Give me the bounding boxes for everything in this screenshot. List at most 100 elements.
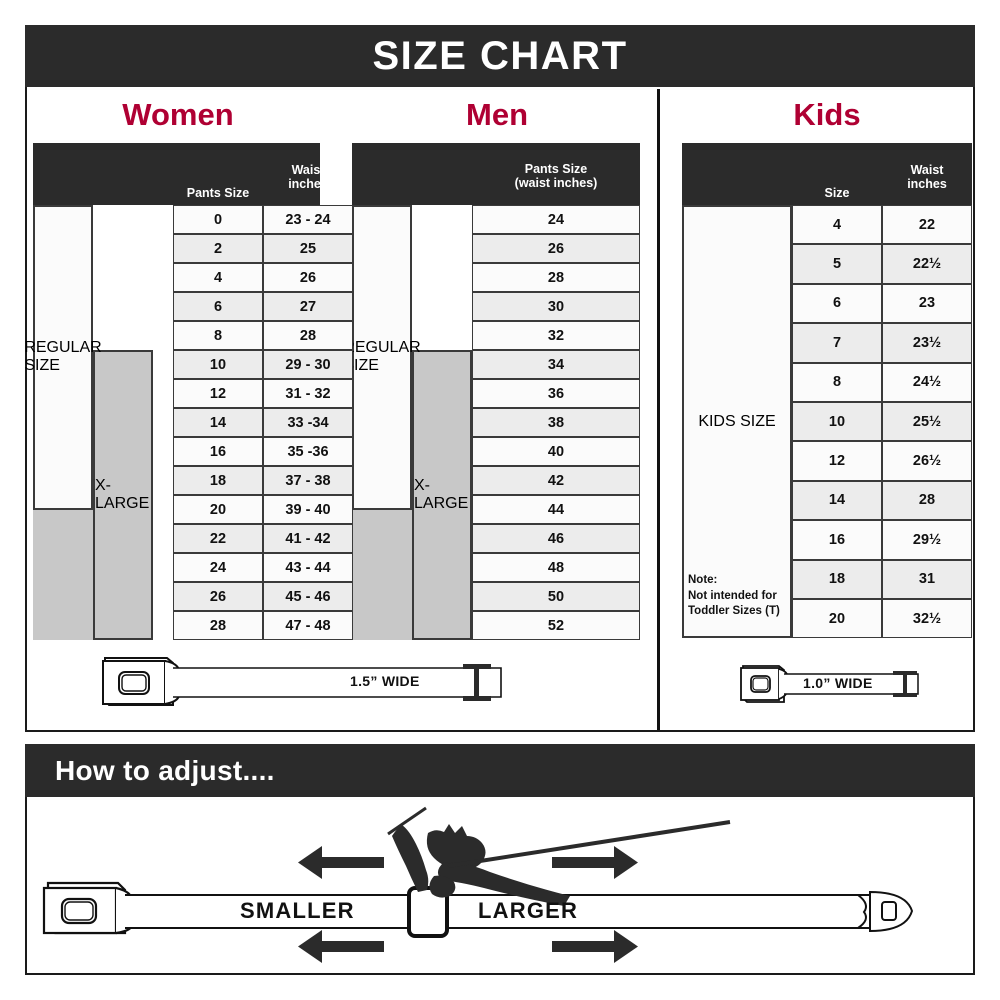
kids-note-line1[interactable]: Note: bbox=[688, 574, 718, 587]
kids-row-waist[interactable]: 25½ bbox=[882, 402, 972, 442]
women-col-header-waist-line1[interactable]: Waist bbox=[291, 162, 325, 177]
kids-row-waist[interactable]: 28 bbox=[882, 480, 972, 521]
kids-row-waist[interactable]: 22 bbox=[882, 205, 972, 245]
women-regular-size-label[interactable]: REGULAR SIZE bbox=[24, 205, 102, 510]
kids-row-waist[interactable]: 31 bbox=[882, 559, 972, 599]
kids-row-size[interactable]: 16 bbox=[792, 520, 882, 560]
adjust-larger-label: LARGER bbox=[478, 898, 579, 923]
women-row-waist[interactable]: 25 bbox=[263, 234, 353, 263]
women-row-size[interactable]: 14 bbox=[173, 408, 263, 437]
men-row-size[interactable]: 44 bbox=[472, 495, 640, 524]
kids-row-waist[interactable]: 23½ bbox=[882, 323, 972, 363]
women-row-waist[interactable]: 41 - 42 bbox=[263, 524, 353, 553]
women-row-size[interactable]: 16 bbox=[173, 437, 263, 466]
women-col-header-waist-line2[interactable]: inches bbox=[288, 176, 328, 191]
women-row-size[interactable]: 6 bbox=[173, 292, 263, 321]
women-col-header-waist[interactable]: Waist inches bbox=[263, 153, 353, 200]
men-col-header-line2[interactable]: (waist inches) bbox=[514, 176, 598, 190]
women-row-size[interactable]: 20 bbox=[173, 495, 263, 524]
men-row-size[interactable]: 38 bbox=[472, 408, 640, 437]
kids-row-size[interactable]: 18 bbox=[792, 559, 882, 599]
men-row-size[interactable]: 36 bbox=[472, 379, 640, 408]
kids-row-size[interactable]: 5 bbox=[792, 244, 882, 284]
kids-row-waist[interactable]: 26½ bbox=[882, 441, 972, 481]
men-row-size[interactable]: 40 bbox=[472, 437, 640, 466]
section-heading-women: Women bbox=[122, 97, 234, 132]
women-row-size[interactable]: 12 bbox=[173, 379, 263, 408]
women-col-header-pants-size[interactable]: Pants Size bbox=[186, 186, 250, 200]
women-row-waist[interactable]: 28 bbox=[263, 321, 353, 350]
women-row-waist[interactable]: 47 - 48 bbox=[263, 611, 353, 640]
women-row-size[interactable]: 18 bbox=[173, 466, 263, 495]
kids-table-header[interactable] bbox=[682, 143, 972, 205]
kids-row-size[interactable]: 8 bbox=[792, 362, 882, 402]
kids-row-size[interactable]: 4 bbox=[792, 205, 882, 245]
men-col-header[interactable]: Pants Size (waist inches) bbox=[472, 151, 640, 201]
women-row-size[interactable]: 26 bbox=[173, 582, 263, 611]
women-row-waist[interactable]: 35 -36 bbox=[263, 437, 353, 466]
women-xlarge-label[interactable]: X-LARGE bbox=[93, 350, 153, 640]
kids-size-label-text[interactable]: KIDS SIZE bbox=[698, 412, 776, 430]
kids-note-line2[interactable]: Not intended for bbox=[688, 589, 777, 602]
adult-belt-diagram: 1.5” WIDE bbox=[95, 650, 535, 712]
kids-row-waist[interactable]: 24½ bbox=[882, 362, 972, 402]
women-row-waist[interactable]: 27 bbox=[263, 292, 353, 321]
men-regular-size-label-text[interactable]: REGULAR SIZE bbox=[343, 339, 421, 375]
women-row-size[interactable]: 4 bbox=[173, 263, 263, 292]
men-row-size[interactable]: 48 bbox=[472, 553, 640, 582]
kids-row-size[interactable]: 7 bbox=[792, 323, 882, 363]
women-row-waist[interactable]: 43 - 44 bbox=[263, 553, 353, 582]
kids-size-label[interactable]: KIDS SIZE bbox=[682, 205, 792, 639]
women-row-waist[interactable]: 33 -34 bbox=[263, 408, 353, 437]
women-row-waist[interactable]: 31 - 32 bbox=[263, 379, 353, 408]
men-xlarge-label-text[interactable]: X-LARGE bbox=[414, 477, 469, 512]
women-row-waist[interactable]: 39 - 40 bbox=[263, 495, 353, 524]
women-row-size[interactable]: 10 bbox=[173, 350, 263, 379]
kids-row-size[interactable]: 14 bbox=[792, 480, 882, 521]
men-row-size[interactable]: 34 bbox=[472, 350, 640, 379]
women-row-size[interactable]: 2 bbox=[173, 234, 263, 263]
women-row-size[interactable]: 0 bbox=[173, 205, 263, 234]
women-row-waist[interactable]: 26 bbox=[263, 263, 353, 292]
women-xlarge-label-text[interactable]: X-LARGE bbox=[95, 477, 150, 512]
men-regular-size-label[interactable]: REGULAR SIZE bbox=[343, 205, 421, 510]
men-row-size[interactable]: 32 bbox=[472, 321, 640, 350]
men-row-size[interactable]: 52 bbox=[472, 611, 640, 640]
kids-row-size[interactable]: 6 bbox=[792, 283, 882, 324]
kids-note-line3[interactable]: Toddler Sizes (T) bbox=[688, 604, 780, 617]
kids-col-header-size[interactable]: Size bbox=[824, 186, 850, 200]
arrow-left-upper bbox=[298, 846, 384, 879]
women-row-size[interactable]: 28 bbox=[173, 611, 263, 640]
women-row-waist[interactable]: 45 - 46 bbox=[263, 582, 353, 611]
kids-row-waist[interactable]: 22½ bbox=[882, 244, 972, 284]
men-row-size[interactable]: 28 bbox=[472, 263, 640, 292]
women-row-waist[interactable]: 29 - 30 bbox=[263, 350, 353, 379]
men-row-size[interactable]: 26 bbox=[472, 234, 640, 263]
kids-row-waist[interactable]: 32½ bbox=[882, 599, 972, 639]
kids-col-header-waist-line1[interactable]: Waist bbox=[910, 162, 944, 177]
women-row-waist[interactable]: 23 - 24 bbox=[263, 205, 353, 234]
kids-row-size[interactable]: 12 bbox=[792, 441, 882, 481]
kids-row-waist[interactable]: 23 bbox=[882, 283, 972, 324]
kids-row-size[interactable]: 10 bbox=[792, 402, 882, 442]
kids-col-header-waist[interactable]: Waist inches bbox=[882, 153, 972, 200]
men-col-header-line1[interactable]: Pants Size bbox=[524, 162, 588, 176]
women-row-waist[interactable]: 37 - 38 bbox=[263, 466, 353, 495]
men-row-size[interactable]: 42 bbox=[472, 466, 640, 495]
men-table-header[interactable] bbox=[352, 143, 640, 205]
kids-row-waist[interactable]: 29½ bbox=[882, 520, 972, 560]
women-row-size[interactable]: 22 bbox=[173, 524, 263, 553]
men-row-size[interactable]: 24 bbox=[472, 205, 640, 234]
men-row-size[interactable]: 50 bbox=[472, 582, 640, 611]
women-row-size[interactable]: 8 bbox=[173, 321, 263, 350]
women-regular-size-label-text[interactable]: REGULAR SIZE bbox=[24, 339, 102, 375]
kids-row-size[interactable]: 20 bbox=[792, 599, 882, 639]
women-row-size[interactable]: 24 bbox=[173, 553, 263, 582]
men-row-size[interactable]: 46 bbox=[472, 524, 640, 553]
kids-col-header-waist-line2[interactable]: inches bbox=[907, 176, 947, 191]
adult-belt-svg bbox=[102, 657, 502, 706]
men-xlarge-label[interactable]: X-LARGE bbox=[412, 350, 472, 640]
kids-note[interactable]: Note: Not intended for Toddler Sizes (T) bbox=[688, 573, 793, 619]
men-row-size[interactable]: 30 bbox=[472, 292, 640, 321]
women-table-header[interactable] bbox=[33, 143, 320, 205]
